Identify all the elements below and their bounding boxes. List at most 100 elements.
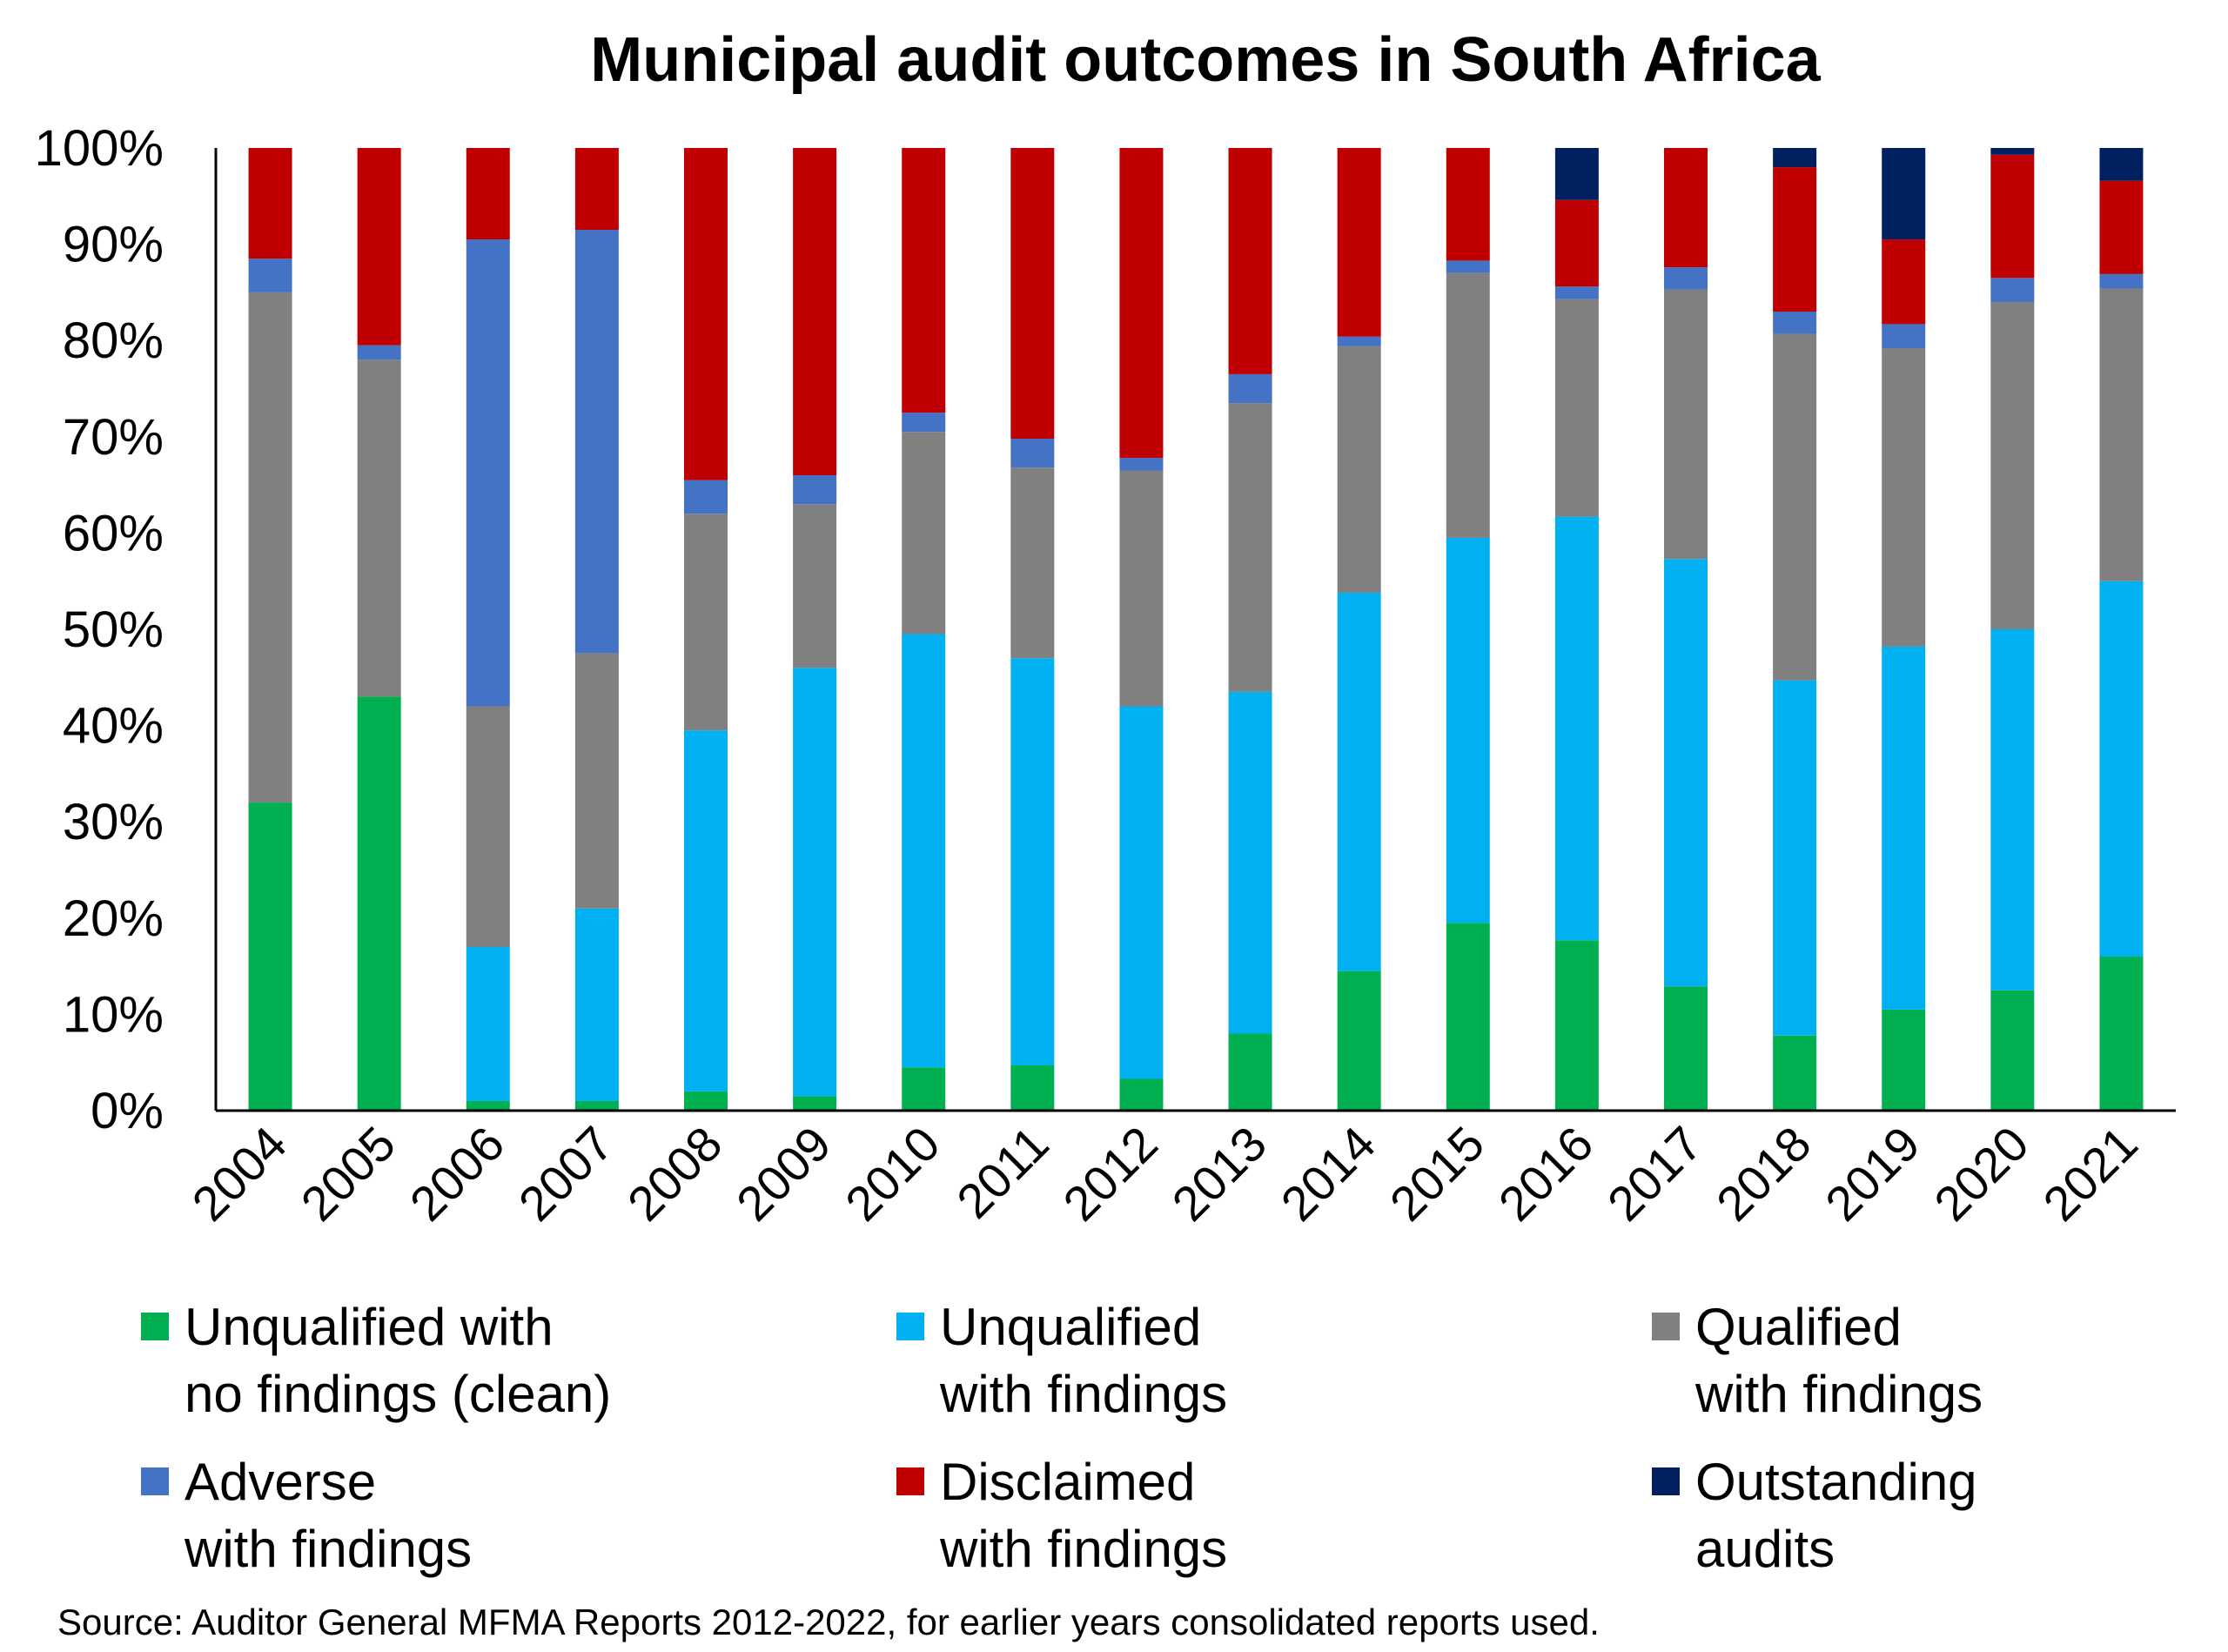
bar-segment [466,706,510,947]
bar-segment [357,359,401,697]
bar-segment [1554,940,1599,1111]
bar-segment [1990,990,2035,1111]
bar-segment [1119,458,1164,471]
bar-segment [684,480,728,514]
bar-segment [248,148,292,259]
bar-segment [1882,348,1926,647]
legend-swatch [141,1467,169,1495]
legend-swatch [141,1313,169,1340]
y-tick-label: 70% [63,409,164,466]
bar-segment [2099,180,2144,274]
bar-segment [1119,470,1164,707]
legend-label: Qualified with findings [1695,1298,1983,1423]
bar-segment [1446,537,1490,923]
bar-segment [1337,592,1381,971]
chart-title: Municipal audit outcomes in South Africa [590,25,1821,95]
bar-segment [1990,278,2035,302]
legend-label: Adverse with findings [185,1453,473,1578]
bar-segment [1228,373,1272,404]
x-axis-tick-labels: 2004200520062007200820092010201120122013… [181,1116,2148,1232]
bar-segment [902,634,946,1068]
x-tick-label: 2008 [617,1116,733,1232]
bar-segment [2099,581,2144,957]
legend-label: Unqualified with findings [940,1298,1228,1423]
bar-segment [1010,467,1055,659]
x-tick-label: 2017 [1597,1116,1713,1232]
bar-segment [248,802,292,1111]
legend-swatch [896,1313,924,1340]
bar-segment [1119,1078,1164,1111]
bar-stacks [248,148,2144,1111]
bar-segment [1010,658,1055,1066]
y-tick-label: 100% [35,120,164,177]
bar-segment [1228,148,1272,374]
bar-segment [1010,148,1055,440]
bar-segment [1990,154,2035,279]
y-tick-label: 10% [63,986,164,1043]
legend-item: Outstanding audits [1652,1448,1977,1582]
legend-item: Adverse with findings [141,1448,472,1582]
bar-segment [1664,267,1708,290]
legend-swatch [1652,1467,1680,1495]
bar-segment [1446,260,1490,273]
bar-segment [793,148,837,476]
bar-segment [357,696,401,1111]
bar-segment [793,504,837,668]
y-axis-tick-labels: 0% 10% 20% 30% 40% 50% 60% 70% 80% 90% 100% [35,120,164,1139]
bar-segment [1664,559,1708,987]
x-tick-label: 2014 [1271,1116,1386,1232]
bar-segment [466,148,510,240]
bar-segment [1882,1009,1926,1111]
bar-segment [1773,312,1817,334]
bar-segment [357,345,401,360]
source-note: Source: Auditor General MFMA Reports 201… [57,1602,1600,1642]
x-tick-label: 2016 [1488,1116,1604,1232]
bar-segment [1882,646,1926,1010]
y-tick-label: 30% [63,794,164,850]
bar-segment [574,908,619,1101]
bar-segment [1010,1065,1055,1111]
bar-segment [1773,148,1817,168]
bar-segment [1446,923,1490,1111]
bar-segment [1010,439,1055,468]
x-tick-label: 2004 [181,1116,297,1232]
bar-segment [1664,148,1708,268]
bar-segment [1664,289,1708,560]
bar-segment [1119,148,1164,459]
x-tick-label: 2015 [1379,1116,1495,1232]
bar-segment [902,1067,946,1111]
bar-segment [1882,324,1926,349]
y-tick-label: 0% [91,1083,164,1139]
bar-segment [1664,986,1708,1111]
bar-segment [1882,239,1926,325]
bar-segment [793,668,837,1097]
x-tick-label: 2011 [946,1116,1059,1229]
bar-segment [1554,299,1599,517]
bar-segment [248,259,292,292]
x-tick-label: 2012 [1052,1116,1168,1232]
bar-segment [574,230,619,654]
bar-segment [793,475,837,505]
bar-segment [1446,272,1490,538]
bar-segment [1554,516,1599,941]
bar-segment [1990,301,2035,629]
bar-segment [1990,148,2035,155]
bar-segment [1337,970,1381,1111]
bar-segment [574,653,619,909]
legend-label: Disclaimed with findings [940,1453,1228,1578]
y-tick-label: 40% [63,698,164,755]
bar-segment [2099,288,2144,581]
bar-segment [2099,957,2144,1111]
legend-label: Outstanding audits [1695,1453,1977,1578]
legend-item: Unqualified with findings [896,1293,1227,1427]
bar-segment [1554,148,1599,200]
bar-segment [1773,680,1817,1036]
bar-segment [684,148,728,480]
bar-segment [466,239,510,707]
bar-segment [1773,167,1817,312]
bar-segment [1773,333,1817,681]
bar-segment [684,1091,728,1111]
bar-segment [1554,199,1599,287]
bar-segment [466,1100,510,1111]
